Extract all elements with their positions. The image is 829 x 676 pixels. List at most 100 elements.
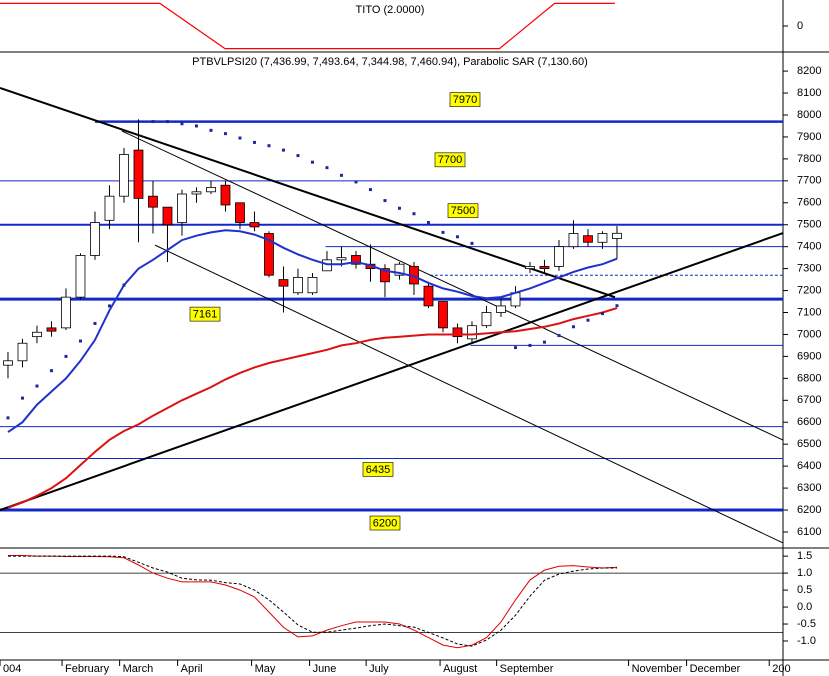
x-tick-label: August xyxy=(443,663,477,675)
candle-body xyxy=(90,222,100,256)
sar-dot xyxy=(107,304,111,308)
sar-dot xyxy=(78,339,82,343)
candle-body xyxy=(177,193,187,223)
sar-dot xyxy=(339,173,343,177)
sar-dot xyxy=(49,369,53,373)
y-tick-label: 6900 xyxy=(797,350,821,362)
sar-dot xyxy=(93,321,97,325)
candle-body xyxy=(235,202,245,223)
y-tick-label: 7700 xyxy=(797,175,821,187)
candle-body xyxy=(380,268,390,283)
y-tick-label: 6700 xyxy=(797,394,821,406)
candle-body xyxy=(148,195,158,208)
y-tick-label: 6500 xyxy=(797,438,821,450)
y-tick-label: 6600 xyxy=(797,416,821,428)
sar-dot xyxy=(252,140,256,144)
y-tick-label: 7900 xyxy=(797,131,821,143)
sar-dot xyxy=(165,120,169,124)
x-tick-label: February xyxy=(65,663,110,675)
candle-body xyxy=(322,259,332,272)
y-tick-label: 0.5 xyxy=(797,584,812,596)
candle-body xyxy=(46,327,57,332)
sar-dot xyxy=(455,235,459,239)
candle-body xyxy=(61,296,71,329)
sar-dot xyxy=(528,343,532,347)
candle-body xyxy=(568,233,579,248)
level-label: 7500 xyxy=(451,205,475,217)
sar-dot xyxy=(441,230,445,234)
sar-dot xyxy=(557,334,561,338)
x-tick-label: 200 xyxy=(772,663,790,675)
level-label: 6435 xyxy=(366,464,390,476)
sar-dot xyxy=(281,148,285,152)
y-tick-label: 1.0 xyxy=(797,567,812,579)
y-tick-label: 7400 xyxy=(797,241,821,253)
level-label-box xyxy=(447,203,479,219)
oscillator-line xyxy=(8,555,618,649)
y-tick-label: 1.5 xyxy=(797,550,812,562)
candle-body xyxy=(278,279,289,287)
oscillator-line xyxy=(8,555,617,647)
trendline xyxy=(121,130,784,441)
candle-body xyxy=(351,255,361,265)
y-tick-label: 6800 xyxy=(797,372,821,384)
candle-body xyxy=(17,342,28,362)
y-tick-label: 0 xyxy=(797,20,803,32)
sar-dot xyxy=(180,122,184,126)
level-label-box xyxy=(362,462,394,477)
sar-dot xyxy=(368,188,372,192)
candle-body xyxy=(423,285,434,307)
candle-body xyxy=(336,257,347,261)
x-tick-label: December xyxy=(690,663,741,675)
sar-dot xyxy=(513,346,517,350)
sar-dot xyxy=(600,312,604,316)
moving-average xyxy=(7,229,618,433)
y-tick-label: 6400 xyxy=(797,460,821,472)
level-label: 6200 xyxy=(373,517,397,529)
sar-dot xyxy=(151,120,155,124)
candle-body xyxy=(104,195,115,221)
y-tick-label: -0.5 xyxy=(797,618,816,630)
level-label: 7970 xyxy=(453,94,477,106)
y-tick-label: 7100 xyxy=(797,306,821,318)
moving-average xyxy=(7,307,618,509)
candle-body xyxy=(467,325,477,340)
sar-dot xyxy=(223,132,227,136)
x-tick-label: March xyxy=(123,663,154,675)
candle-body xyxy=(496,305,506,313)
trendline xyxy=(0,87,616,299)
candle-body xyxy=(438,301,448,329)
candle-body xyxy=(191,191,202,195)
sar-dot xyxy=(20,396,24,400)
trendline xyxy=(0,232,784,511)
indicator-line xyxy=(0,2,615,50)
candle-body xyxy=(75,255,86,298)
sar-dot xyxy=(296,154,300,158)
y-tick-label: 6100 xyxy=(797,526,821,538)
candle-body xyxy=(162,206,173,226)
sar-dot xyxy=(122,283,126,287)
candle-body xyxy=(264,233,274,276)
candle-body xyxy=(307,276,318,294)
candle-body xyxy=(554,246,564,267)
level-label-box xyxy=(449,92,481,107)
y-tick-label: 8200 xyxy=(797,65,821,77)
level-label-box xyxy=(434,152,466,168)
y-tick-label: 6200 xyxy=(797,504,821,516)
candle-body xyxy=(452,327,463,338)
candle-body xyxy=(220,184,231,206)
sar-dot xyxy=(194,124,198,128)
candle-body xyxy=(583,235,593,243)
y-tick-label: -1.0 xyxy=(797,635,816,647)
chart-title: PTBVLPSI20 (7,436.99, 7,493.64, 7,344.98… xyxy=(192,56,588,68)
candle-body xyxy=(249,222,260,228)
sar-dot xyxy=(571,325,575,329)
sar-dot xyxy=(383,199,387,203)
sar-dot xyxy=(397,206,401,210)
y-tick-label: 7800 xyxy=(797,153,821,165)
sar-dot xyxy=(310,160,314,164)
x-tick-label: November xyxy=(632,663,683,675)
x-tick-label: April xyxy=(181,663,203,675)
sar-dot xyxy=(542,340,546,344)
